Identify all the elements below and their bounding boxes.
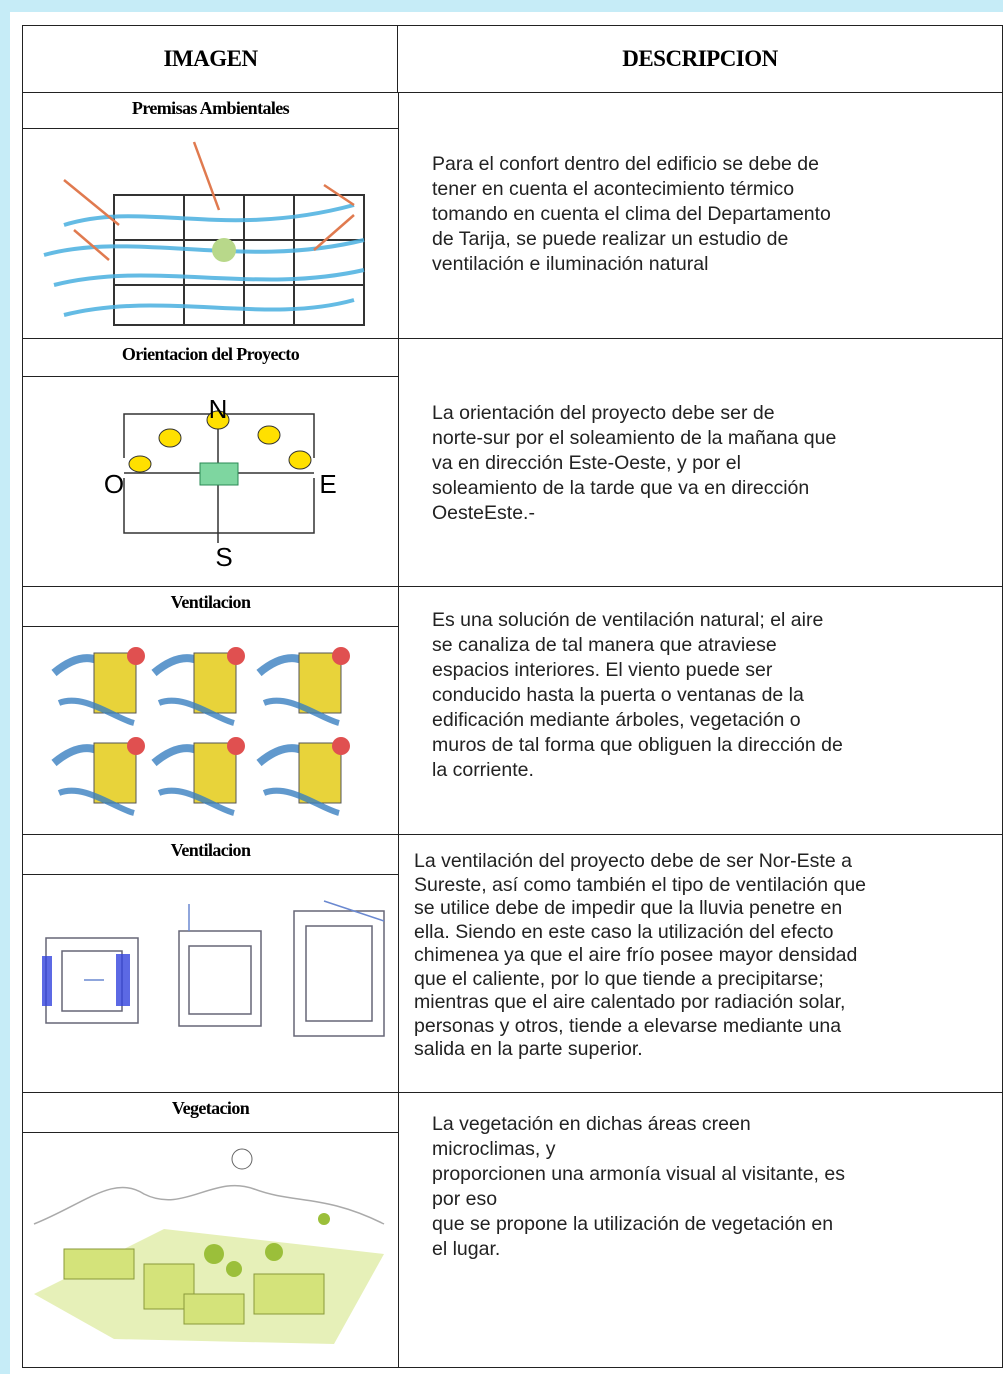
description-line: mientras que el aire calentado por radia… [414, 991, 846, 1013]
image-premisas [43, 141, 365, 326]
description-line: microclimas, y [432, 1138, 556, 1160]
sketch [57, 787, 135, 816]
image-ventilacion [51, 647, 350, 816]
description-cell [397, 338, 1003, 588]
sketch [262, 697, 340, 726]
description-line: Para el confort dentro del edificio se d… [432, 153, 820, 175]
description-line: salida en la parte superior. [414, 1038, 643, 1060]
description-line: tener en cuenta el acontecimiento térmic… [432, 178, 795, 200]
image-orientacion: N O E S [104, 394, 337, 572]
description-line: que se propone la utilización de vegetac… [432, 1213, 834, 1235]
description-line: La ventilación del proyecto debe de ser … [414, 850, 852, 872]
description-line: se utilice debe de impedir que la lluvia… [414, 897, 843, 919]
description-line: conducido hasta la puerta o ventanas de … [432, 684, 804, 706]
description: La vegetación en dichas áreas creen micro… [432, 1112, 845, 1262]
description-line: espacios interiores. El viento puede ser [432, 659, 773, 681]
sketch [298, 742, 342, 804]
sketch [227, 647, 245, 665]
sketch [157, 787, 235, 816]
sketch [262, 787, 340, 816]
description-cell [397, 1092, 1003, 1368]
row-title: Premisas Ambientales [22, 92, 399, 130]
sketch [127, 737, 145, 755]
row-title: Ventilacion [22, 586, 399, 628]
row-title: Ventilacion [22, 834, 399, 876]
description-line: ella. Siendo en este caso la utilización… [414, 920, 834, 943]
description-line: soleamiento de la tarde que va en direcc… [432, 477, 810, 499]
description-line: La vegetación en dichas áreas creen [432, 1113, 751, 1135]
description-line: va en dirección Este-Oeste, y por el [432, 452, 741, 474]
description-line: Es una solución de ventilación natural; … [432, 609, 824, 631]
description-line: tomando en cuenta el clima del Departame… [432, 203, 831, 225]
compass-label: O [104, 469, 124, 499]
description-cell [397, 586, 1003, 836]
compass-label: E [319, 469, 336, 499]
compass-label: S [215, 542, 232, 572]
sketch [127, 647, 145, 665]
sketch [193, 742, 237, 804]
description-line: chimenea ya que el aire frío posee mayor… [414, 944, 858, 966]
description-line: la corriente. [432, 759, 534, 781]
description-line: Sureste, así como también el tipo de ven… [414, 873, 867, 896]
sketch [157, 697, 235, 726]
header-description: DESCRIPCION [397, 25, 1003, 93]
description-line: norte-sur por el soleamiento de la mañan… [432, 427, 837, 449]
description-line: muros de tal forma que obliguen la direc… [432, 734, 843, 756]
sketch [332, 737, 350, 755]
description: Para el confort dentro del edificio se d… [432, 152, 831, 277]
description-cell [397, 92, 1003, 340]
sketch [57, 697, 135, 726]
description-line: personas y otros, tiende a elevarse medi… [414, 1014, 842, 1037]
description-line: que el caliente, por lo que tiende a pre… [414, 967, 824, 990]
description-line: proporcionen una armonía visual al visit… [432, 1163, 845, 1185]
sketch [93, 742, 137, 804]
image-ventilacion-planta [42, 900, 385, 1037]
row-title: Vegetacion [22, 1092, 399, 1134]
sketch [227, 737, 245, 755]
description: La ventilación del proyecto debe de ser … [414, 850, 866, 1062]
description: La orientación del proyecto debe ser de n… [432, 401, 836, 526]
description: Es una solución de ventilación natural; … [432, 608, 843, 783]
header-image: IMAGEN [22, 25, 399, 93]
description-line: se canaliza de tal manera que atraviese [432, 634, 777, 656]
compass-label: N [209, 394, 228, 424]
sketch [93, 652, 137, 714]
description-line: el lugar. [432, 1238, 501, 1260]
description-line: ventilación e iluminación natural [432, 253, 709, 275]
sketch [332, 647, 350, 665]
image-vegetacion [33, 1148, 385, 1344]
description-line: de Tarija, se puede realizar un estudio … [432, 228, 789, 250]
description-line: edificación mediante árboles, vegetación… [432, 709, 801, 731]
row-title: Orientacion del Proyecto [22, 338, 399, 378]
description-line: La orientación del proyecto debe ser de [432, 402, 775, 424]
description-line: por eso [432, 1188, 498, 1210]
description-line: OesteEste.- [432, 502, 535, 524]
